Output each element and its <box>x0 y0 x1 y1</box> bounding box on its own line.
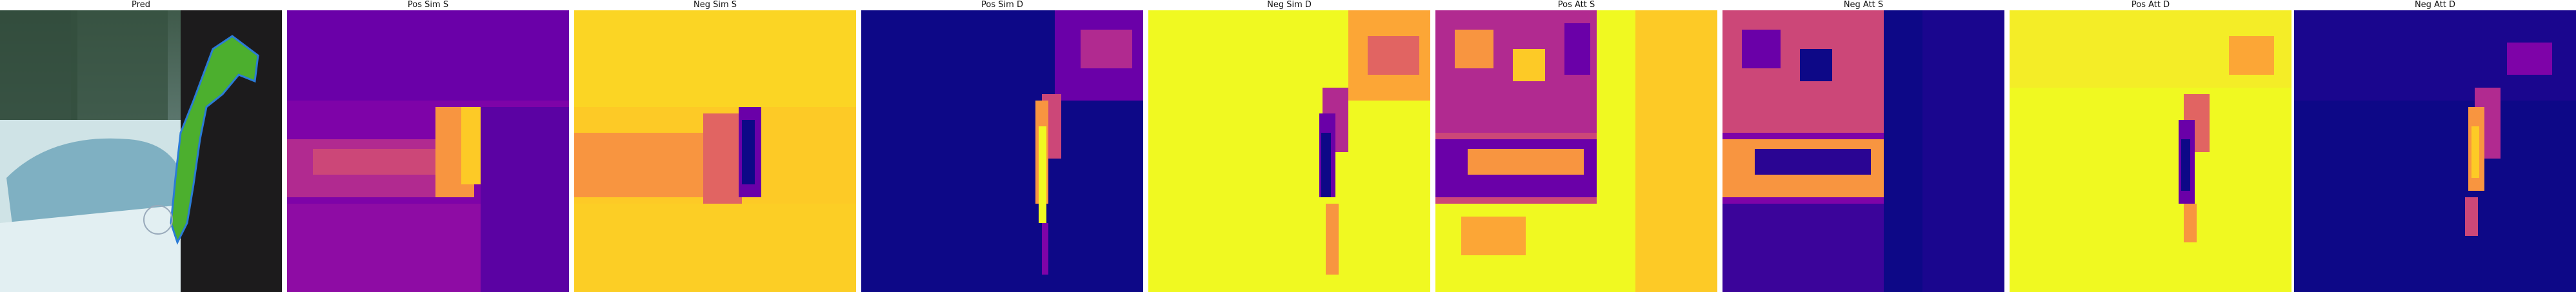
heatmap-pos-att-d <box>2010 10 2291 292</box>
panel-title: Pos Sim S <box>407 0 449 10</box>
pred-image <box>0 10 282 292</box>
panel-title: Neg Sim S <box>693 0 737 10</box>
panel-title: Neg Sim D <box>1267 0 1312 10</box>
panel-title: Pos Sim D <box>981 0 1023 10</box>
panel-neg-sim-d: Neg Sim D <box>1148 0 1430 292</box>
panel-pos-att-d: Pos Att D <box>2010 0 2291 292</box>
heatmap-neg-sim-s <box>574 10 856 292</box>
heatmap-neg-att-d <box>2294 10 2576 292</box>
panel-title: Pred <box>132 0 150 10</box>
heatmap-neg-sim-d <box>1148 10 1430 292</box>
heatmap-pos-att-s <box>1435 10 1717 292</box>
panel-pred: Pred <box>0 0 282 292</box>
panel-neg-att-d: Neg Att D <box>2294 0 2576 292</box>
panel-pos-sim-s: Pos Sim S <box>287 0 569 292</box>
heatmap-neg-att-s <box>1722 10 2004 292</box>
panel-pos-att-s: Pos Att S <box>1435 0 1717 292</box>
prediction-mask <box>170 35 259 245</box>
panel-title: Neg Att S <box>1843 0 1884 10</box>
panel-title: Neg Att D <box>2414 0 2456 10</box>
panel-title: Pos Att D <box>2131 0 2170 10</box>
panel-neg-sim-s: Neg Sim S <box>574 0 856 292</box>
panel-title: Pos Att S <box>1557 0 1595 10</box>
heatmap-pos-sim-d <box>861 10 1143 292</box>
panel-pos-sim-d: Pos Sim D <box>861 0 1143 292</box>
heatmap-pos-sim-s <box>287 10 569 292</box>
panel-neg-att-s: Neg Att S <box>1722 0 2004 292</box>
